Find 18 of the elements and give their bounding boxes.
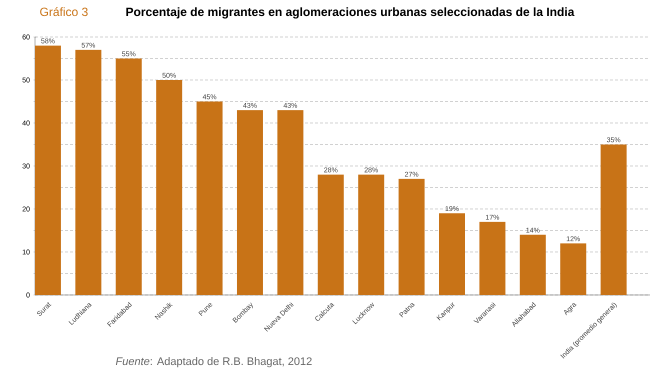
bar [560, 243, 586, 295]
text: Gráfico 3 [40, 7, 88, 16]
bar [35, 46, 61, 295]
bar [156, 80, 182, 295]
bar [479, 222, 506, 295]
chart-title: Porcentaje de migrantes en aglomeraciones urbanas seleccionadas de la India [126, 7, 574, 19]
bar [439, 213, 466, 295]
bar [75, 50, 102, 295]
bar [196, 101, 223, 295]
bar [236, 110, 263, 295]
text: Fuente: Adaptado de R.B. Bhagat, 2012 [116, 357, 312, 368]
bar [358, 174, 384, 295]
bar [398, 178, 425, 295]
bar [277, 110, 304, 295]
bar [600, 144, 627, 295]
bar [116, 58, 142, 295]
bar [318, 174, 344, 295]
bar [520, 234, 546, 295]
